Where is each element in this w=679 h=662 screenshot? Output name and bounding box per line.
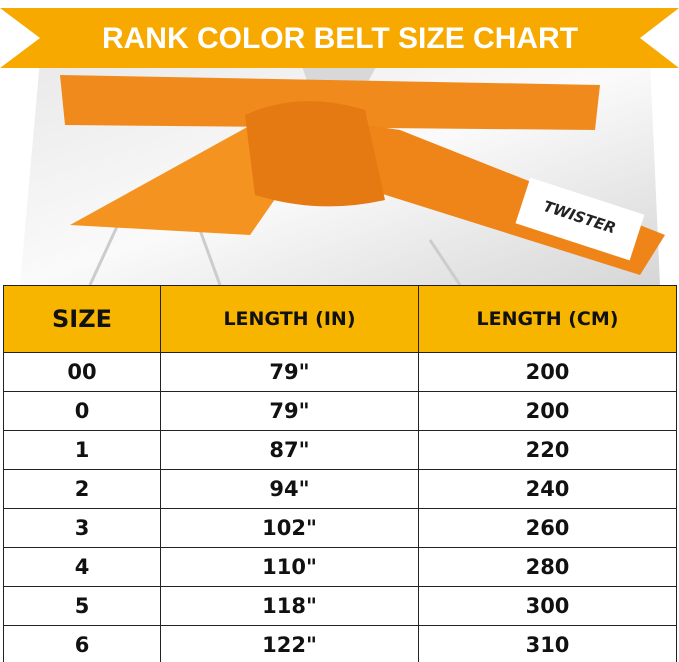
table-cell: 110" bbox=[160, 547, 419, 587]
table-cell: 5 bbox=[3, 586, 161, 626]
table-cell: 79" bbox=[160, 352, 419, 392]
table-cell: 200 bbox=[418, 391, 677, 431]
table-cell: 3 bbox=[3, 508, 161, 548]
size-table: SIZE LENGTH (IN) LENGTH (CM) 00 79" 200 0 79" 2… bbox=[3, 285, 677, 662]
table-cell: 240 bbox=[418, 469, 677, 509]
column-header: SIZE bbox=[3, 285, 161, 353]
table-cell: 260 bbox=[418, 508, 677, 548]
table-cell: 300 bbox=[418, 586, 677, 626]
table-cell: 310 bbox=[418, 625, 677, 662]
table-cell: 79" bbox=[160, 391, 419, 431]
table-row: 6 122" 310 bbox=[3, 625, 677, 662]
column-header: LENGTH (CM) bbox=[418, 285, 677, 353]
header-row: SIZE LENGTH (IN) LENGTH (CM) bbox=[3, 285, 677, 353]
banner-photo: TWISTER RANK COLOR BELT SIZE CHART bbox=[0, 8, 679, 285]
table-cell: 1 bbox=[3, 430, 161, 470]
table-cell: 200 bbox=[418, 352, 677, 392]
table-cell: 87" bbox=[160, 430, 419, 470]
table-cell: 94" bbox=[160, 469, 419, 509]
table-cell: 102" bbox=[160, 508, 419, 548]
table-cell: 220 bbox=[418, 430, 677, 470]
table-row: 5 118" 300 bbox=[3, 586, 677, 626]
table-row: 2 94" 240 bbox=[3, 469, 677, 509]
table-cell: 00 bbox=[3, 352, 161, 392]
table-row: 3 102" 260 bbox=[3, 508, 677, 548]
table-body: 00 79" 200 0 79" 200 1 87" 220 2 94" 240 3 102" 260 4 11… bbox=[3, 352, 677, 662]
table-row: 1 87" 220 bbox=[3, 430, 677, 470]
table-cell: 122" bbox=[160, 625, 419, 662]
table-cell: 280 bbox=[418, 547, 677, 587]
table-cell: 4 bbox=[3, 547, 161, 587]
table-row: 0 79" 200 bbox=[3, 391, 677, 431]
table-row: 4 110" 280 bbox=[3, 547, 677, 587]
table-cell: 118" bbox=[160, 586, 419, 626]
belt-label bbox=[515, 177, 645, 261]
table-cell: 0 bbox=[3, 391, 161, 431]
table-cell: 6 bbox=[3, 625, 161, 662]
title: RANK COLOR BELT SIZE CHART bbox=[102, 22, 578, 55]
table-row: 00 79" 200 bbox=[3, 352, 677, 392]
column-header: LENGTH (IN) bbox=[160, 285, 419, 353]
belt-knot bbox=[245, 101, 385, 207]
gi-folds bbox=[88, 219, 462, 285]
table-cell: 2 bbox=[3, 469, 161, 509]
banner bbox=[0, 8, 679, 68]
